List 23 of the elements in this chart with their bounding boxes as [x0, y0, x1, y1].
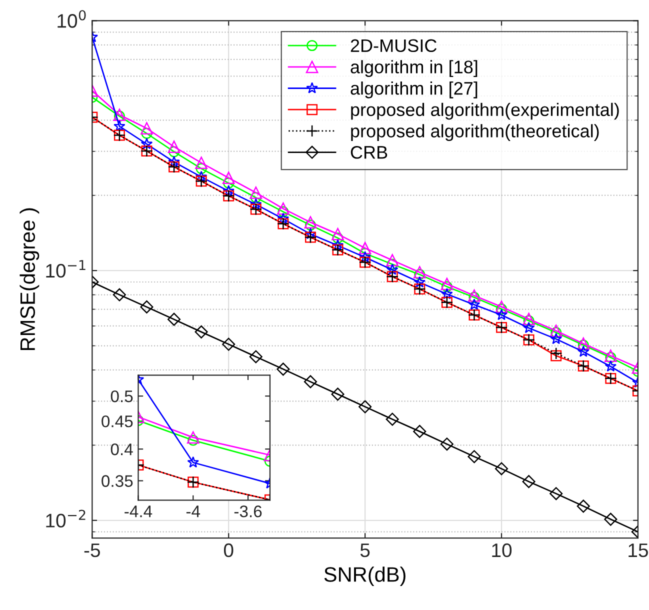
y-tick-label: 10$^{0}$ [58, 10, 86, 28]
x-axis-title: SNR(dB) [324, 566, 406, 586]
legend-label: 2D-MUSIC [350, 39, 437, 52]
x-tick-label: -4.4 [124, 506, 152, 518]
legend-label: algorithm in [27] [350, 81, 478, 98]
y-tick-label: 0.5 [110, 390, 133, 402]
y-tick-label: 10$^{−1}$ [46, 260, 86, 278]
x-tick-label: -5 [84, 544, 100, 558]
x-tick-label: -4 [186, 506, 200, 518]
x-tick-label: 0 [224, 543, 234, 558]
legend-label: CRB [350, 146, 388, 159]
legend-label: proposed algorithm(theoretical) [351, 124, 599, 142]
x-tick-label: -3.6 [234, 506, 262, 518]
y-axis-title: RMSE(degree ) [20, 208, 40, 350]
y-tick-label: 0.35 [102, 475, 133, 487]
x-tick-label: 15 [628, 544, 648, 558]
y-tick-label: 10$^{−2}$ [46, 510, 86, 528]
y-tick-label: 0.4 [110, 443, 133, 456]
legend-label: algorithm in [18] [350, 60, 478, 77]
x-tick-label: 5 [360, 544, 370, 558]
y-tick-label: 0.45 [102, 415, 133, 428]
legend-label: proposed algorithm(experimental) [351, 102, 619, 120]
x-tick-label: 10 [492, 543, 512, 558]
